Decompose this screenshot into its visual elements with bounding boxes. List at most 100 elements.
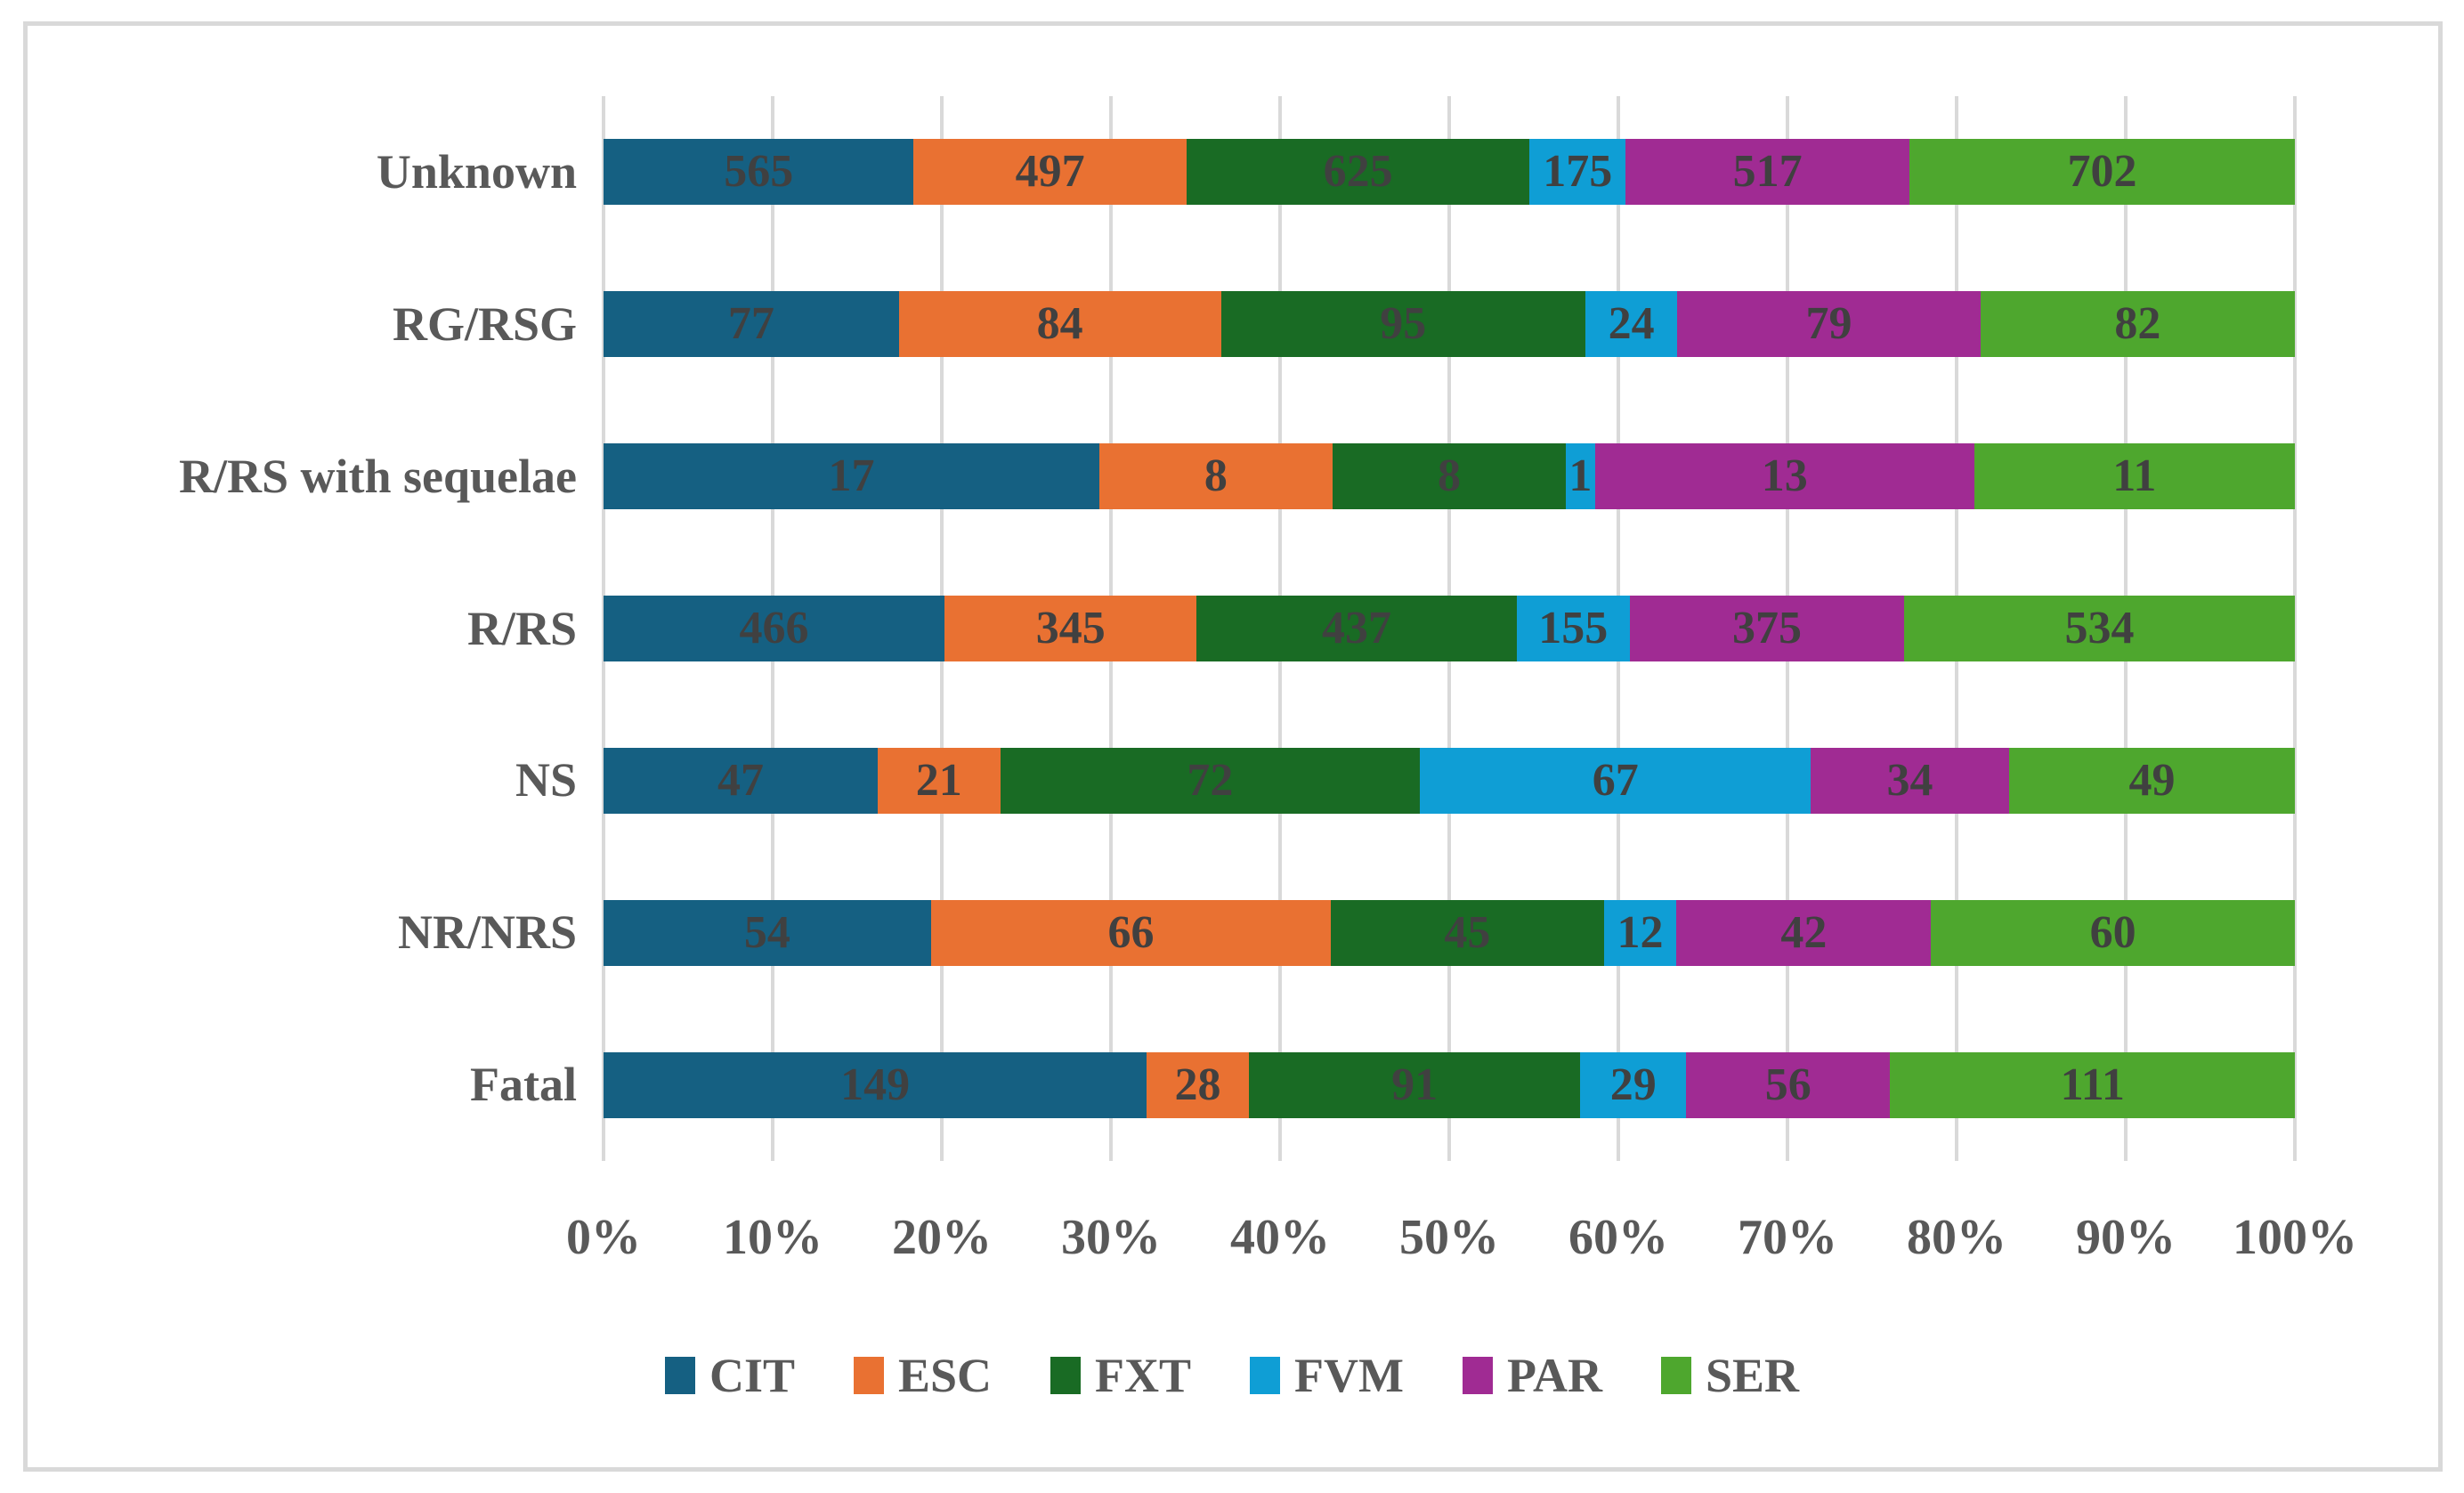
segment-value-label: 155 [1538, 602, 1609, 653]
legend-swatch [1660, 1357, 1691, 1394]
legend-item-esc: ESC [854, 1351, 992, 1400]
segment-value-label: 24 [1608, 298, 1655, 350]
segment-value-label: 111 [2060, 1059, 2125, 1110]
stacked-bar: 466 345 437 155 375 534 [604, 595, 2295, 661]
bar-segment-fxt: 45 [1331, 899, 1604, 966]
bar-segment-cit: 466 [604, 595, 944, 661]
bar-row: 565 497 625 175 517 702 [604, 96, 2295, 248]
category-label: NR/NRS [397, 905, 577, 960]
segment-value-label: 91 [1391, 1059, 1439, 1110]
bar-segment-fxt: 91 [1248, 1051, 1581, 1118]
x-tick-label: 60% [1568, 1210, 1668, 1265]
segment-value-label: 1 [1568, 450, 1593, 502]
stacked-bar: 54 66 45 12 42 60 [604, 899, 2295, 966]
legend-label: FXT [1095, 1349, 1192, 1402]
segment-value-label: 67 [1592, 754, 1639, 806]
category-label: R/RS [466, 601, 577, 655]
segment-value-label: 60 [2089, 906, 2136, 958]
bar-row: 466 345 437 155 375 534 [604, 553, 2295, 705]
bar-row: 47 21 72 67 34 49 [604, 704, 2295, 856]
bar-segment-par: 79 [1677, 291, 1981, 358]
x-tick-label: 100% [2233, 1210, 2357, 1265]
segment-value-label: 47 [717, 754, 764, 806]
segment-value-label: 77 [727, 298, 774, 350]
bar-segment-ser: 11 [1974, 443, 2295, 510]
segment-value-label: 11 [2112, 450, 2157, 502]
bar-segment-fxt: 437 [1196, 595, 1517, 661]
bar-segment-fvm: 24 [1585, 291, 1678, 358]
bar-segment-cit: 47 [604, 747, 878, 814]
segment-value-label: 49 [2128, 754, 2176, 806]
legend-swatch [1250, 1357, 1281, 1394]
bar-segment-fxt: 72 [1000, 747, 1421, 814]
segment-value-label: 625 [1323, 146, 1393, 198]
segment-value-label: 17 [828, 450, 875, 502]
segment-value-label: 42 [1780, 906, 1828, 958]
legend-item-par: PAR [1463, 1351, 1602, 1400]
bar-segment-fxt: 95 [1220, 291, 1585, 358]
bar-segment-par: 34 [1811, 747, 2009, 814]
segment-value-label: 28 [1174, 1059, 1221, 1110]
segment-value-label: 466 [739, 602, 809, 653]
segment-value-label: 72 [1187, 754, 1234, 806]
bar-segment-ser: 60 [1931, 899, 2295, 966]
category-label: R/RS with sequelae [178, 449, 577, 503]
legend-label: ESC [898, 1349, 993, 1402]
bar-segment-esc: 21 [877, 747, 1001, 814]
bar-segment-cit: 77 [604, 291, 899, 358]
gridline [2293, 96, 2297, 1161]
chart-frame [23, 21, 2443, 1472]
segment-value-label: 375 [1732, 602, 1803, 653]
legend-label: FVM [1294, 1349, 1404, 1402]
x-tick-label: 20% [892, 1210, 992, 1265]
category-label: NS [515, 753, 577, 807]
legend-item-fxt: FXT [1050, 1351, 1191, 1400]
segment-value-label: 12 [1617, 906, 1664, 958]
segment-value-label: 82 [2114, 298, 2161, 350]
bar-segment-ser: 49 [2008, 747, 2295, 814]
legend-label: CIT [709, 1349, 795, 1402]
bar-segment-par: 13 [1594, 443, 1974, 510]
bar-segment-fvm: 175 [1529, 139, 1626, 206]
segment-value-label: 21 [915, 754, 962, 806]
bar-row: 54 66 45 12 42 60 [604, 856, 2295, 1009]
bar-segment-par: 375 [1629, 595, 1905, 661]
bar-segment-fvm: 155 [1516, 595, 1630, 661]
segment-value-label: 517 [1732, 146, 1803, 198]
bar-segment-par: 42 [1676, 899, 1932, 966]
segment-value-label: 54 [743, 906, 790, 958]
segment-value-label: 497 [1015, 146, 1085, 198]
bar-segment-esc: 345 [944, 595, 1197, 661]
bar-row: 149 28 91 29 56 111 [604, 1009, 2295, 1161]
bar-segment-fxt: 625 [1186, 139, 1530, 206]
stacked-bar: 17 8 8 1 13 11 [604, 443, 2295, 510]
segment-value-label: 56 [1764, 1059, 1812, 1110]
bar-segment-fvm: 29 [1580, 1051, 1687, 1118]
segment-value-label: 534 [2064, 602, 2135, 653]
segment-value-label: 8 [1437, 450, 1461, 502]
x-tick-label: 40% [1230, 1210, 1330, 1265]
segment-value-label: 437 [1322, 602, 1392, 653]
bar-row: 17 8 8 1 13 11 [604, 401, 2295, 553]
segment-value-label: 13 [1761, 450, 1808, 502]
x-tick-label: 90% [2076, 1210, 2176, 1265]
segment-value-label: 702 [2067, 146, 2137, 198]
bar-segment-esc: 8 [1098, 443, 1333, 510]
legend: CIT ESC FXT FVM PAR SER [0, 1335, 2464, 1416]
bar-segment-esc: 28 [1147, 1051, 1249, 1118]
bar-segment-cit: 17 [604, 443, 1099, 510]
bar-segment-cit: 54 [604, 899, 931, 966]
segment-value-label: 345 [1035, 602, 1106, 653]
bar-segment-par: 517 [1625, 139, 1910, 206]
x-tick-label: 0% [566, 1210, 641, 1265]
segment-value-label: 79 [1805, 298, 1852, 350]
x-tick-label: 30% [1061, 1210, 1161, 1265]
bar-segment-esc: 84 [898, 291, 1221, 358]
bar-segment-fvm: 1 [1566, 443, 1595, 510]
category-label: Unknown [376, 145, 577, 199]
bar-segment-esc: 497 [913, 139, 1187, 206]
bar-row: 77 84 95 24 79 82 [604, 248, 2295, 401]
x-tick-label: 70% [1738, 1210, 1837, 1265]
